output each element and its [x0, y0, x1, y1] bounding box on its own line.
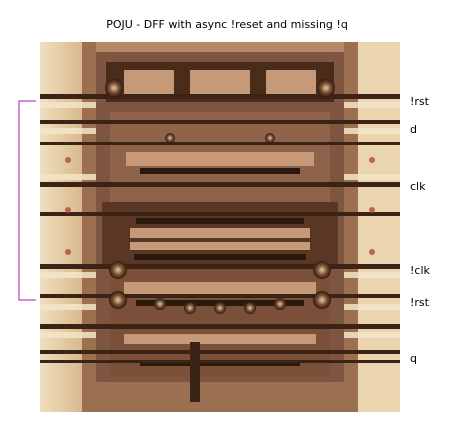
label-clk: clk: [410, 180, 426, 193]
label-q: q: [410, 352, 417, 365]
die-micrograph: [40, 42, 400, 412]
label-rst-top: !rst: [410, 95, 429, 108]
label-d: d: [410, 123, 417, 136]
label-rst-bottom: !rst: [410, 296, 429, 309]
figure-title: POJU - DFF with async !reset and missing…: [106, 18, 348, 31]
label-nclk: !clk: [410, 264, 430, 277]
